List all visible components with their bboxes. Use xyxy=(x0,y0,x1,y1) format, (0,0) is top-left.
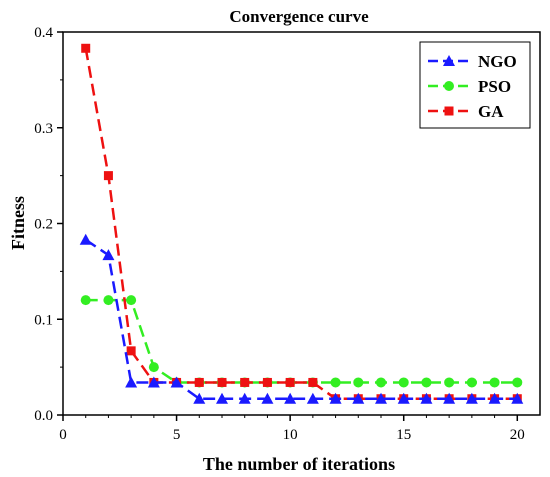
y-axis-label: Fitness xyxy=(8,196,28,250)
series-point-pso xyxy=(80,295,91,306)
series-point-pso xyxy=(126,295,137,306)
series-point-ga xyxy=(103,171,113,181)
series-point-pso xyxy=(148,362,159,373)
series-point-ngo xyxy=(352,392,365,404)
series-point-ngo xyxy=(329,392,342,404)
series-point-ngo xyxy=(261,392,274,404)
legend-marker-ngo xyxy=(443,55,455,66)
legend-label-ngo: NGO xyxy=(478,52,517,71)
series-point-pso xyxy=(444,377,455,388)
series-point-ngo xyxy=(488,392,501,404)
series-point-pso xyxy=(421,377,432,388)
y-tick-label: 0.0 xyxy=(34,408,53,424)
x-tick-label: 10 xyxy=(283,427,298,443)
x-tick-label: 15 xyxy=(396,427,411,443)
series-point-ngo xyxy=(193,392,206,404)
series-point-ngo xyxy=(465,392,478,404)
series-point-ngo xyxy=(147,376,160,388)
series-point-ga xyxy=(262,377,272,387)
y-tick-label: 0.4 xyxy=(34,25,53,41)
chart-title: Convergence curve xyxy=(229,7,369,26)
series-point-ga xyxy=(308,377,318,387)
series-point-ngo xyxy=(102,249,115,261)
legend-box xyxy=(419,41,531,129)
series-point-ngo xyxy=(216,392,228,404)
legend-marker-ga xyxy=(444,106,454,116)
series-point-pso xyxy=(103,295,114,306)
series-point-ngo xyxy=(511,392,524,404)
series-point-pso xyxy=(512,377,523,388)
series-point-pso xyxy=(353,377,364,388)
legend-label-ga: GA xyxy=(478,102,504,121)
series-point-ngo xyxy=(420,392,433,404)
series-point-ga xyxy=(285,377,295,387)
series-point-pso xyxy=(489,377,500,388)
series-point-pso xyxy=(330,377,341,388)
series-point-ngo xyxy=(125,376,138,388)
series-point-ngo xyxy=(170,376,183,388)
series-point-pso xyxy=(466,377,477,388)
y-tick-label: 0.1 xyxy=(34,312,53,328)
series-point-pso xyxy=(398,377,409,388)
series-line-ngo xyxy=(85,238,518,400)
series-point-ngo xyxy=(306,392,319,404)
x-tick-label: 20 xyxy=(510,427,525,443)
y-tick-label: 0.3 xyxy=(34,121,53,137)
x-tick-label: 5 xyxy=(173,427,181,443)
series-point-ngo xyxy=(238,392,251,404)
y-tick-label: 0.2 xyxy=(34,217,53,233)
series-point-ngo xyxy=(284,392,297,404)
series-point-ngo xyxy=(397,392,410,404)
series-point-ngo xyxy=(79,233,92,245)
series-point-pso xyxy=(376,377,386,388)
series-point-ga xyxy=(240,377,250,387)
series-point-ngo xyxy=(375,392,387,404)
series-point-ngo xyxy=(443,392,456,404)
x-tick-label: 0 xyxy=(59,427,67,443)
series-point-ga xyxy=(126,346,136,356)
series-point-ga xyxy=(217,377,227,387)
series-point-ga xyxy=(194,377,204,387)
x-axis-label: The number of iterations xyxy=(203,454,395,474)
legend-label-pso: PSO xyxy=(478,77,511,96)
legend: NGO PSO GA xyxy=(419,41,531,129)
legend-marker-pso xyxy=(444,81,454,91)
plot-area: 0 5 10 15 20 0.0 0.1 0.2 0.3 0.4 xyxy=(34,25,541,443)
series-point-ga xyxy=(81,43,91,53)
